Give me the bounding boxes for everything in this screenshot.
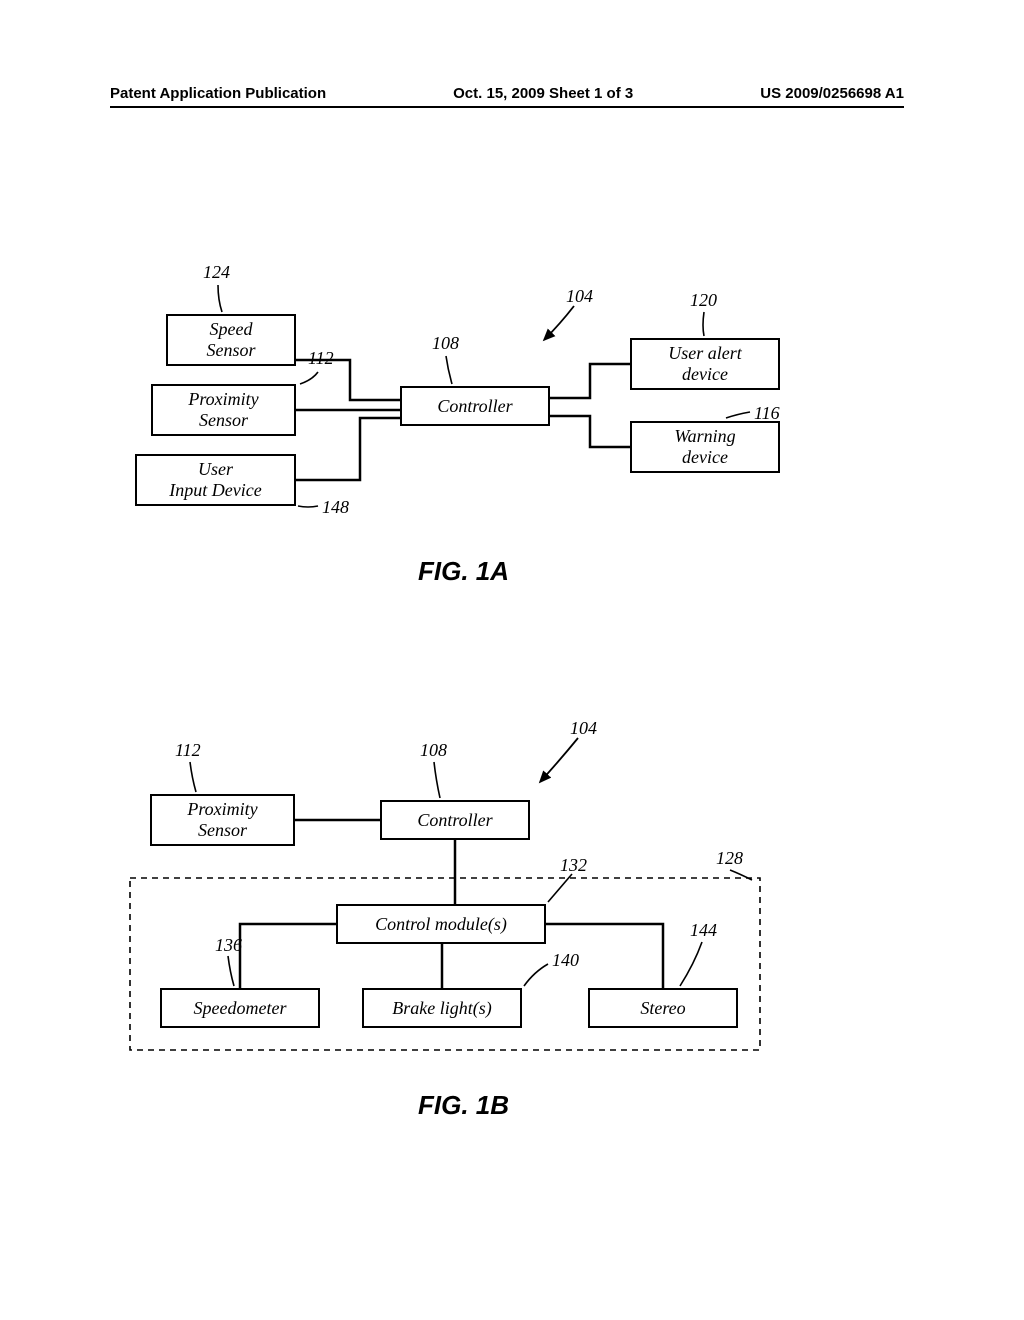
connectors-svg (0, 0, 1024, 1320)
diagram-area: SpeedSensor ProximitySensor UserInput De… (0, 0, 1024, 1320)
